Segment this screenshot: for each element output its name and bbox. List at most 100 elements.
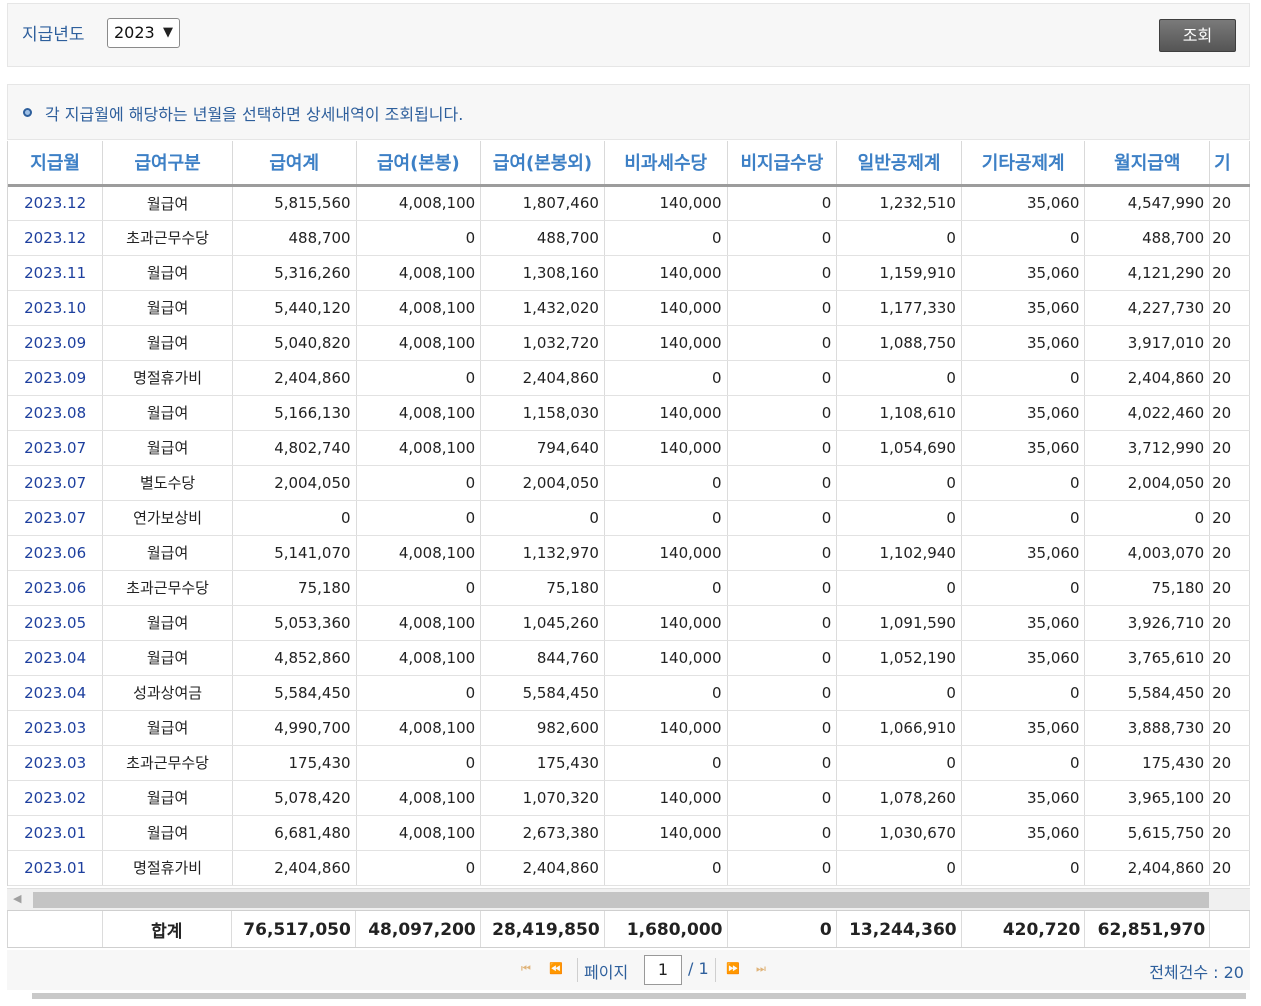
horizontal-scrollbar[interactable]: ◀ bbox=[7, 888, 1250, 910]
column-header[interactable]: 기 bbox=[1209, 141, 1250, 187]
pay-month-link[interactable]: 2023.09 bbox=[8, 325, 104, 361]
amount-cell: 5,040,820 bbox=[232, 325, 357, 361]
totals-empty-cell bbox=[8, 911, 103, 947]
pay-month-link[interactable]: 2023.01 bbox=[8, 815, 104, 851]
amount-cell: 1,066,910 bbox=[836, 710, 962, 746]
pay-month-link[interactable]: 2023.06 bbox=[8, 570, 104, 606]
amount-cell: 1,159,910 bbox=[836, 255, 962, 291]
column-header[interactable]: 기타공제계 bbox=[961, 141, 1086, 187]
column-header[interactable]: 급여계 bbox=[232, 141, 357, 187]
arrow-left-icon[interactable]: ◀ bbox=[13, 892, 22, 905]
amount-cell: 1,232,510 bbox=[836, 185, 962, 221]
amount-cell: 4,121,290 bbox=[1084, 255, 1211, 291]
amount-cell: 0 bbox=[727, 745, 838, 781]
total-value: 13,244,360 bbox=[836, 911, 962, 947]
amount-cell: 1,045,260 bbox=[480, 605, 605, 641]
amount-cell: 1,032,720 bbox=[480, 325, 605, 361]
page-scrollbar[interactable] bbox=[32, 993, 1246, 999]
amount-cell: 6,681,480 bbox=[232, 815, 357, 851]
total-value: 420,720 bbox=[961, 911, 1086, 947]
truncated-cell: 20 bbox=[1209, 360, 1250, 396]
pay-month-link[interactable]: 2023.12 bbox=[8, 185, 104, 221]
truncated-cell: 20 bbox=[1209, 465, 1250, 501]
pay-type-cell: 명절휴가비 bbox=[102, 360, 233, 396]
pay-type-cell: 초과근무수당 bbox=[102, 220, 233, 256]
amount-cell: 2,404,860 bbox=[232, 850, 357, 886]
pay-type-cell: 월급여 bbox=[102, 325, 233, 361]
total-value: 0 bbox=[727, 911, 837, 947]
amount-cell: 140,000 bbox=[604, 640, 728, 676]
amount-cell: 0 bbox=[836, 360, 962, 396]
truncated-cell: 20 bbox=[1209, 185, 1250, 221]
amount-cell: 2,004,050 bbox=[480, 465, 605, 501]
search-button[interactable]: 조회 bbox=[1159, 19, 1236, 52]
column-header[interactable]: 지급월 bbox=[8, 141, 104, 187]
amount-cell: 5,316,260 bbox=[232, 255, 357, 291]
amount-cell: 0 bbox=[356, 850, 482, 886]
total-value: 1,680,000 bbox=[604, 911, 728, 947]
amount-cell: 982,600 bbox=[480, 710, 605, 746]
amount-cell: 0 bbox=[727, 815, 838, 851]
page-number-input[interactable]: 1 bbox=[644, 955, 682, 985]
truncated-cell: 20 bbox=[1209, 570, 1250, 606]
pay-month-link[interactable]: 2023.05 bbox=[8, 605, 104, 641]
column-header[interactable]: 비지급수당 bbox=[727, 141, 838, 187]
scrollbar-thumb[interactable] bbox=[33, 892, 1209, 908]
amount-cell: 1,070,320 bbox=[480, 780, 605, 816]
amount-cell: 0 bbox=[480, 500, 605, 536]
column-header[interactable]: 급여(본봉) bbox=[356, 141, 482, 187]
amount-cell: 1,054,690 bbox=[836, 430, 962, 466]
year-select[interactable]: 2023 ▼ bbox=[107, 18, 180, 48]
amount-cell: 844,760 bbox=[480, 640, 605, 676]
next-page-icon[interactable]: ⏩ bbox=[726, 962, 740, 975]
page-total: / 1 bbox=[688, 959, 709, 978]
table-row: 2023.12 초과근무수당 488,700 0 488,700 0 0 0 0 488,700 2… bbox=[8, 220, 1250, 256]
amount-cell: 0 bbox=[961, 675, 1086, 711]
truncated-cell: 20 bbox=[1209, 640, 1250, 676]
column-header[interactable]: 일반공제계 bbox=[836, 141, 962, 187]
pay-month-link[interactable]: 2023.10 bbox=[8, 290, 104, 326]
pay-month-link[interactable]: 2023.04 bbox=[8, 640, 104, 676]
totals-row: 합계 76,517,050 48,097,200 28,419,850 1,68… bbox=[7, 910, 1250, 948]
amount-cell: 35,060 bbox=[961, 535, 1086, 571]
pay-month-link[interactable]: 2023.08 bbox=[8, 395, 104, 431]
pay-month-link[interactable]: 2023.09 bbox=[8, 360, 104, 396]
pay-month-link[interactable]: 2023.03 bbox=[8, 710, 104, 746]
pager: ⏮ ⏪ 페이지 1 / 1 ⏩ ⏭ 전체건수 : 20 bbox=[7, 950, 1250, 990]
pay-month-link[interactable]: 2023.11 bbox=[8, 255, 104, 291]
amount-cell: 1,078,260 bbox=[836, 780, 962, 816]
amount-cell: 0 bbox=[727, 570, 838, 606]
column-header[interactable]: 급여구분 bbox=[102, 141, 233, 187]
first-page-icon[interactable]: ⏮ bbox=[521, 962, 531, 975]
amount-cell: 1,030,670 bbox=[836, 815, 962, 851]
pay-month-link[interactable]: 2023.12 bbox=[8, 220, 104, 256]
truncated-cell: 20 bbox=[1209, 535, 1250, 571]
totals-table: 합계 76,517,050 48,097,200 28,419,850 1,68… bbox=[8, 911, 1250, 947]
amount-cell: 1,091,590 bbox=[836, 605, 962, 641]
pay-month-link[interactable]: 2023.07 bbox=[8, 430, 104, 466]
pay-month-link[interactable]: 2023.06 bbox=[8, 535, 104, 571]
amount-cell: 0 bbox=[836, 465, 962, 501]
pay-month-link[interactable]: 2023.07 bbox=[8, 465, 104, 501]
column-header[interactable]: 월지급액 bbox=[1084, 141, 1211, 187]
pay-month-link[interactable]: 2023.07 bbox=[8, 500, 104, 536]
amount-cell: 4,008,100 bbox=[356, 290, 482, 326]
amount-cell: 2,004,050 bbox=[232, 465, 357, 501]
amount-cell: 35,060 bbox=[961, 780, 1086, 816]
pay-month-link[interactable]: 2023.01 bbox=[8, 850, 104, 886]
pay-type-cell: 연가보상비 bbox=[102, 500, 233, 536]
amount-cell: 140,000 bbox=[604, 815, 728, 851]
column-header[interactable]: 급여(본봉외) bbox=[480, 141, 605, 187]
prev-page-icon[interactable]: ⏪ bbox=[549, 962, 563, 975]
column-header[interactable]: 비과세수당 bbox=[604, 141, 728, 187]
truncated-cell: 20 bbox=[1209, 675, 1250, 711]
amount-cell: 0 bbox=[961, 220, 1086, 256]
truncated-cell: 20 bbox=[1209, 290, 1250, 326]
last-page-icon[interactable]: ⏭ bbox=[756, 962, 766, 975]
pay-month-link[interactable]: 2023.03 bbox=[8, 745, 104, 781]
pay-type-cell: 초과근무수당 bbox=[102, 745, 233, 781]
pay-month-link[interactable]: 2023.04 bbox=[8, 675, 104, 711]
truncated-cell: 20 bbox=[1209, 850, 1250, 886]
amount-cell: 0 bbox=[356, 570, 482, 606]
pay-month-link[interactable]: 2023.02 bbox=[8, 780, 104, 816]
